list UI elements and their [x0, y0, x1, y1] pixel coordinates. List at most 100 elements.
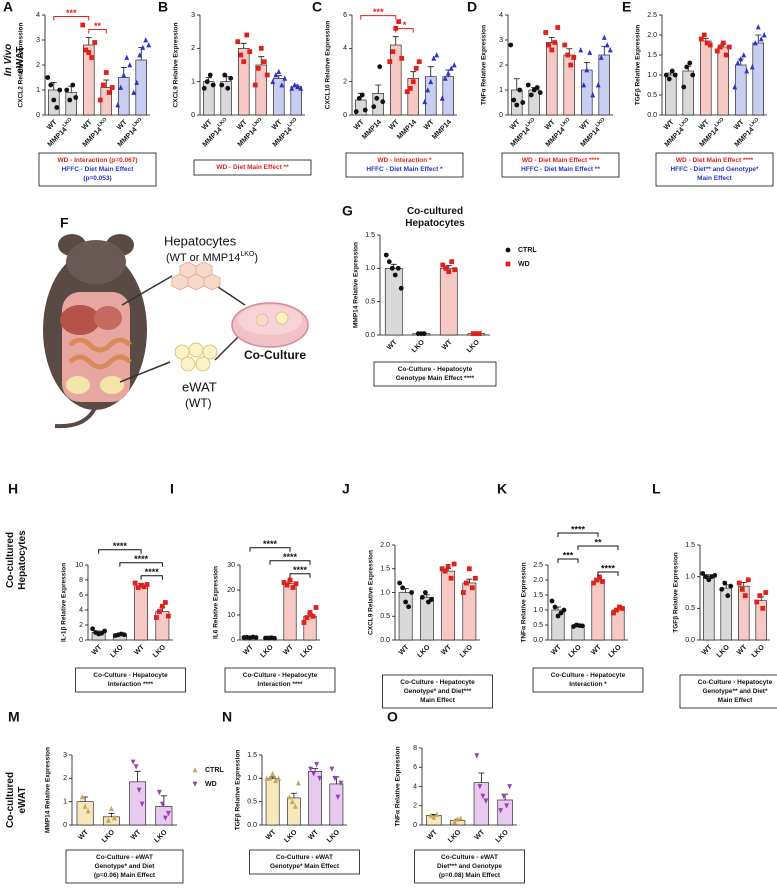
data-point: [279, 82, 285, 88]
x-tick-label: MMP14: [361, 119, 383, 141]
data-point: [458, 815, 464, 821]
note-line: Co-Culture - Hepatocyte: [551, 672, 626, 679]
data-point: [460, 590, 466, 595]
note-line: Co-Culture - Hepatocyte: [400, 679, 475, 686]
data-point: [310, 613, 316, 619]
note-line: WD - Interaction *: [377, 157, 432, 164]
data-point: [222, 72, 228, 78]
note-line: Main Effect: [697, 175, 733, 182]
y-tick-label: 2.5: [647, 12, 657, 19]
data-point: [428, 812, 434, 818]
note-box: [38, 152, 157, 187]
data-point: [434, 811, 440, 817]
data-point: [611, 610, 616, 616]
x-tick-label-part: WT: [91, 643, 104, 656]
data-point: [451, 561, 457, 567]
data-point: [261, 59, 267, 65]
data-point: [85, 808, 91, 814]
bar: [384, 268, 403, 336]
data-point: [514, 102, 520, 108]
x-tick-label-part: LKO: [751, 643, 767, 659]
x-tick-label-part: WT: [579, 118, 592, 131]
significance-label: ****: [145, 567, 160, 577]
bar: [102, 816, 120, 826]
data-point: [452, 819, 458, 825]
data-point: [159, 603, 165, 609]
data-point: [64, 87, 70, 93]
bar: [290, 86, 302, 116]
data-point: [758, 36, 764, 42]
significance-bracket: [53, 16, 90, 21]
y-tick-label: 10: [227, 612, 235, 619]
x-tick-label-part: LKO: [595, 117, 607, 129]
y-tick-label: 0: [499, 112, 503, 119]
data-point: [597, 574, 602, 580]
data-point: [301, 620, 307, 625]
data-point: [561, 607, 567, 613]
bar: [665, 74, 677, 116]
error-bar: [723, 584, 730, 589]
panel-letter: I: [170, 481, 174, 497]
data-point: [598, 54, 604, 60]
note-box: [249, 849, 360, 875]
x-tick-label-part: LKO: [466, 338, 482, 354]
row-label: Co-culturedeWAT: [5, 772, 28, 828]
y-tick-label: 1.5: [685, 542, 695, 549]
data-point: [359, 92, 365, 98]
x-tick-label: LKO: [466, 338, 482, 354]
data-point: [463, 580, 469, 586]
data-point: [235, 39, 241, 45]
error-bar: [478, 772, 485, 783]
note-line: WD - Diet Main Effect **: [216, 164, 289, 171]
data-point: [162, 600, 168, 605]
data-point: [106, 90, 112, 95]
y-tick-label: 0.5: [685, 605, 695, 612]
data-point: [108, 805, 114, 812]
data-point: [511, 97, 517, 103]
x-tick-label: WT: [386, 338, 399, 351]
y-tick-label: 0: [63, 822, 67, 829]
data-point: [466, 566, 472, 572]
data-point: [617, 604, 622, 610]
data-point: [761, 32, 767, 38]
x-tick-label: WT: [509, 118, 522, 131]
data-point: [82, 803, 88, 809]
data-point: [498, 808, 504, 814]
data-point: [314, 761, 320, 768]
data-point: [745, 577, 751, 583]
hep-sub-1: (WT or MMP14: [166, 252, 240, 264]
legend-label: CTRL: [518, 247, 537, 254]
bar: [441, 570, 456, 641]
data-point: [102, 628, 108, 634]
y-tick-label: 8: [413, 745, 417, 752]
note-line: (p=0.053): [83, 175, 111, 182]
x-tick-label-part: WT: [265, 828, 278, 841]
data-point: [501, 793, 507, 800]
bar: [598, 54, 610, 116]
x-tick-label-part: WT: [236, 118, 249, 131]
panel-letter: M: [8, 709, 20, 725]
data-point: [292, 82, 298, 88]
data-point: [687, 60, 693, 66]
data-point: [273, 777, 279, 784]
error-bar: [134, 770, 141, 782]
y-tick-label: 3: [36, 37, 40, 44]
y-tick-label: 2: [413, 803, 417, 810]
data-point: [267, 775, 273, 781]
error-bar: [269, 776, 276, 779]
x-tick-label-part: WT: [733, 118, 746, 131]
data-point: [247, 49, 253, 55]
data-point: [45, 75, 51, 80]
x-tick-label: LKO: [109, 643, 125, 659]
data-point: [736, 580, 742, 586]
row-label-line: Co-cultured: [5, 772, 16, 828]
row-label-line: eWAT: [15, 46, 26, 73]
y-tick-label: 6: [343, 12, 347, 19]
x-tick-label: WT: [81, 118, 94, 131]
data-point: [383, 252, 389, 258]
significance-bracket: [269, 560, 311, 565]
bar: [442, 76, 454, 116]
y-tick-label: 30: [227, 562, 235, 569]
data-point: [398, 285, 404, 291]
bar: [439, 268, 458, 336]
